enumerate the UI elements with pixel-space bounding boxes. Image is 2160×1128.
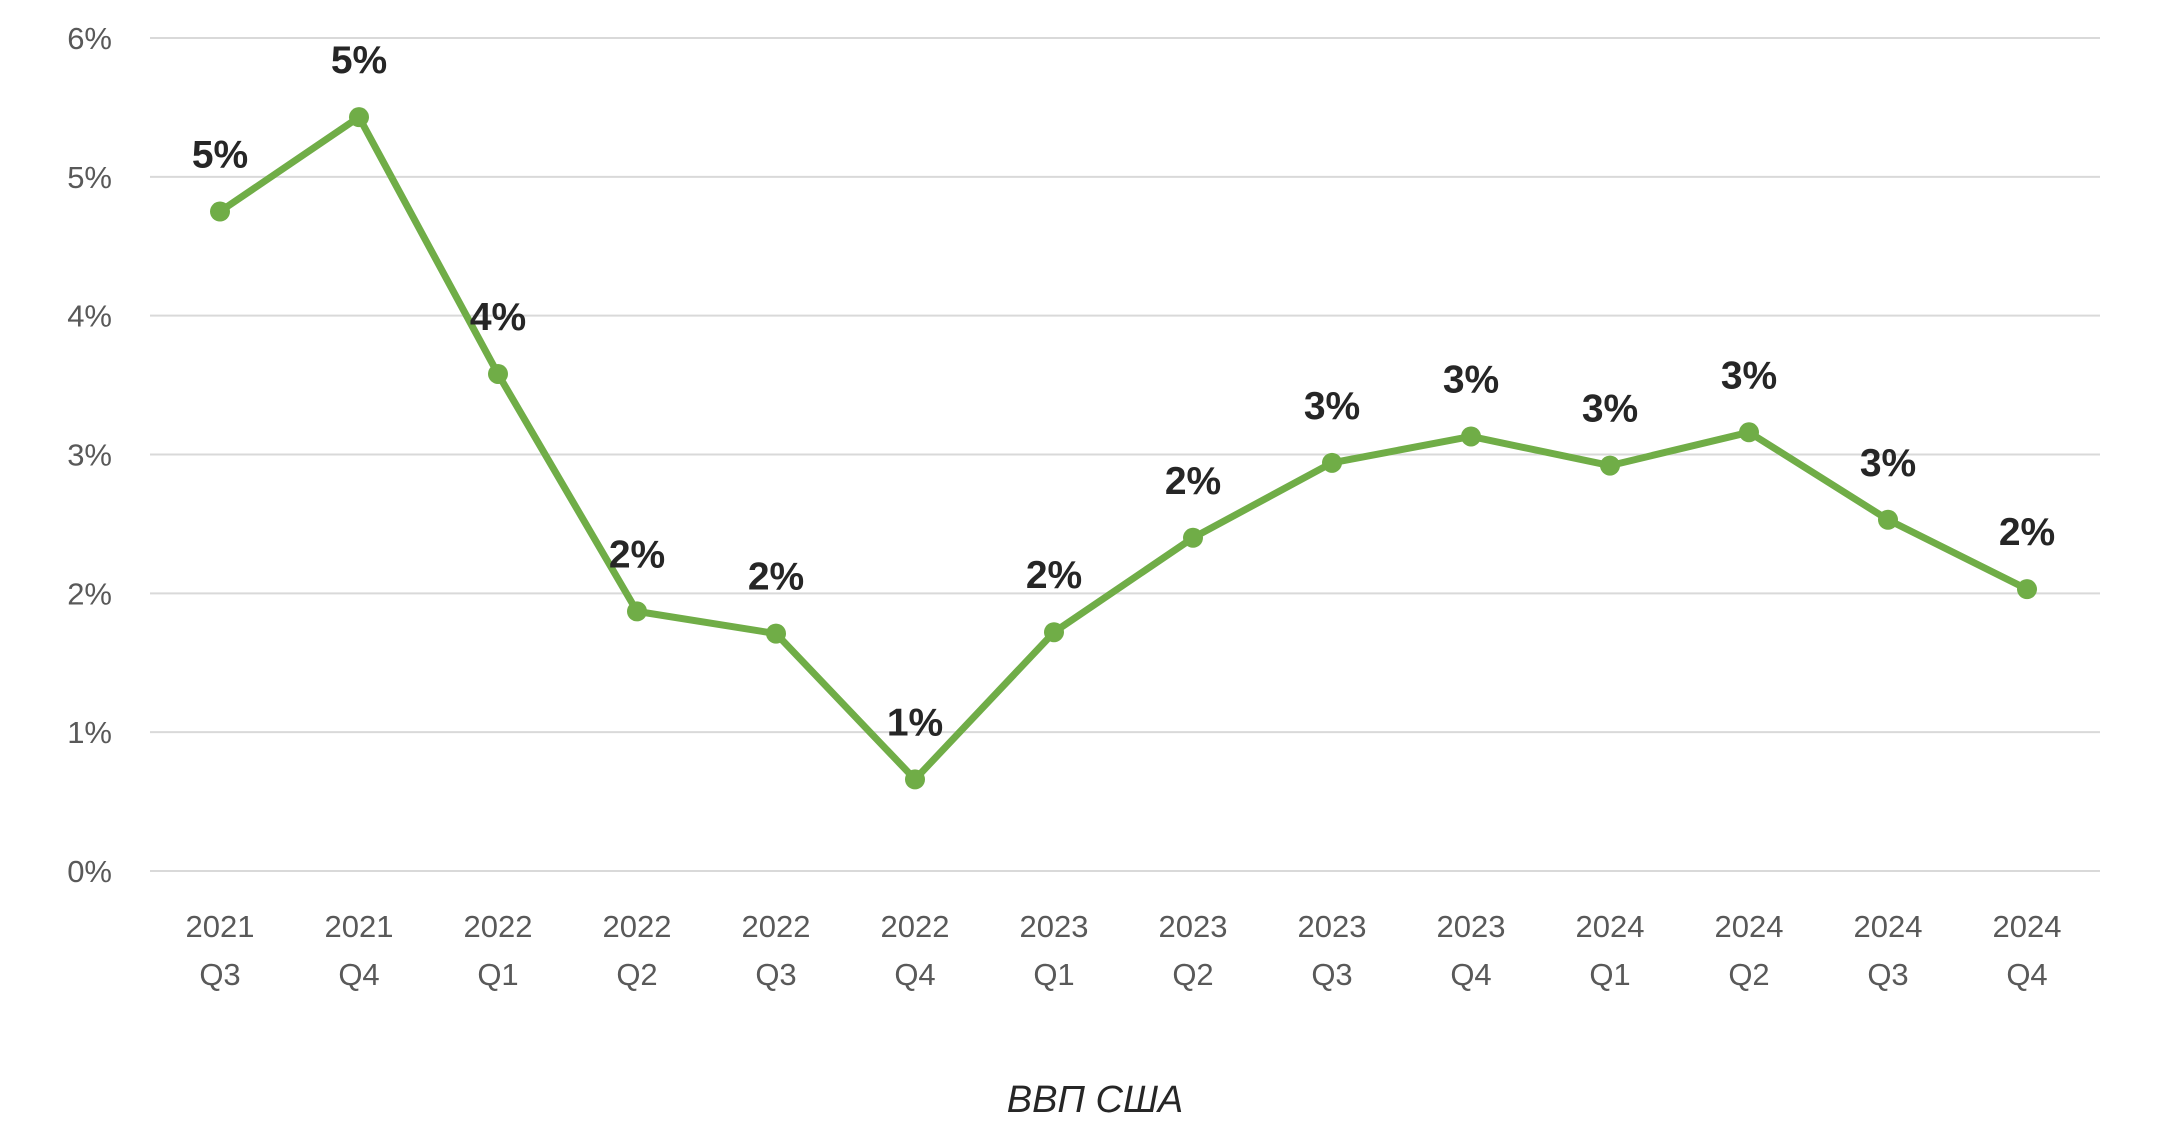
data-point — [1878, 509, 1898, 530]
data-label: 3% — [1443, 358, 1499, 401]
y-tick-label: 6% — [67, 21, 112, 56]
data-point — [1183, 527, 1203, 548]
x-tick-label: 2021 Q3 — [186, 909, 255, 992]
x-tick-label: 2024 Q4 — [1993, 909, 2062, 992]
series-layer — [210, 107, 2037, 790]
data-label: 3% — [1721, 354, 1777, 397]
data-label: 3% — [1304, 385, 1360, 428]
x-tick-label: 2023 Q4 — [1437, 909, 1506, 992]
x-tick-label: 2023 Q1 — [1020, 909, 1089, 992]
data-label: 2% — [1999, 511, 2055, 554]
y-tick-label: 5% — [67, 160, 112, 195]
x-tick-label: 2024 Q3 — [1854, 909, 1923, 992]
data-point — [905, 769, 925, 790]
y-tick-label: 2% — [67, 576, 112, 611]
data-point — [349, 107, 369, 128]
data-point — [627, 601, 647, 622]
x-tick-label: 2022 Q1 — [464, 909, 533, 992]
y-tick-label: 1% — [67, 715, 112, 750]
data-labels: 5% 5% 4% 2% 2% 1% 2% 2% 3% 3% 3% 3% 3% 2% — [192, 39, 2055, 744]
data-label: 3% — [1860, 442, 1916, 485]
legend-entry-series: ВВП США — [1007, 1079, 1184, 1121]
data-label: 3% — [1582, 388, 1638, 431]
legend: ВВП США — [1007, 1079, 1184, 1121]
y-tick-label: 4% — [67, 299, 112, 334]
data-label: 5% — [192, 134, 248, 177]
data-label: 1% — [887, 701, 943, 744]
y-tick-label: 3% — [67, 438, 112, 473]
data-point — [766, 623, 786, 644]
data-label: 4% — [470, 296, 526, 339]
data-point — [488, 363, 508, 384]
data-label: 5% — [331, 39, 387, 82]
data-point — [1600, 455, 1620, 476]
data-label: 2% — [1026, 554, 1082, 597]
data-point — [1739, 422, 1759, 443]
x-axis-ticks: 2021 Q3 2021 Q4 2022 Q1 2022 Q2 2022 Q3 2022 Q4 2023… — [186, 909, 2062, 992]
x-tick-label: 2022 Q3 — [742, 909, 811, 992]
x-tick-label: 2021 Q4 — [325, 909, 394, 992]
x-tick-label: 2022 Q4 — [881, 909, 950, 992]
data-label: 2% — [609, 533, 665, 576]
x-tick-label: 2022 Q2 — [603, 909, 672, 992]
x-tick-label: 2024 Q2 — [1715, 909, 1784, 992]
x-tick-label: 2024 Q1 — [1576, 909, 1645, 992]
gridlines — [150, 37, 2100, 872]
y-tick-label: 0% — [67, 854, 112, 889]
y-axis-ticks: 0% 1% 2% 3% 4% 5% 6% — [67, 21, 112, 889]
data-label: 2% — [748, 556, 804, 599]
data-point — [1322, 452, 1342, 473]
x-tick-label: 2023 Q2 — [1159, 909, 1228, 992]
series-line — [216, 113, 2031, 783]
data-point — [210, 201, 230, 222]
data-label: 2% — [1165, 460, 1221, 503]
x-tick-label: 2023 Q3 — [1298, 909, 1367, 992]
data-point — [1044, 622, 1064, 643]
data-point — [1461, 426, 1481, 447]
data-point — [2017, 579, 2037, 600]
